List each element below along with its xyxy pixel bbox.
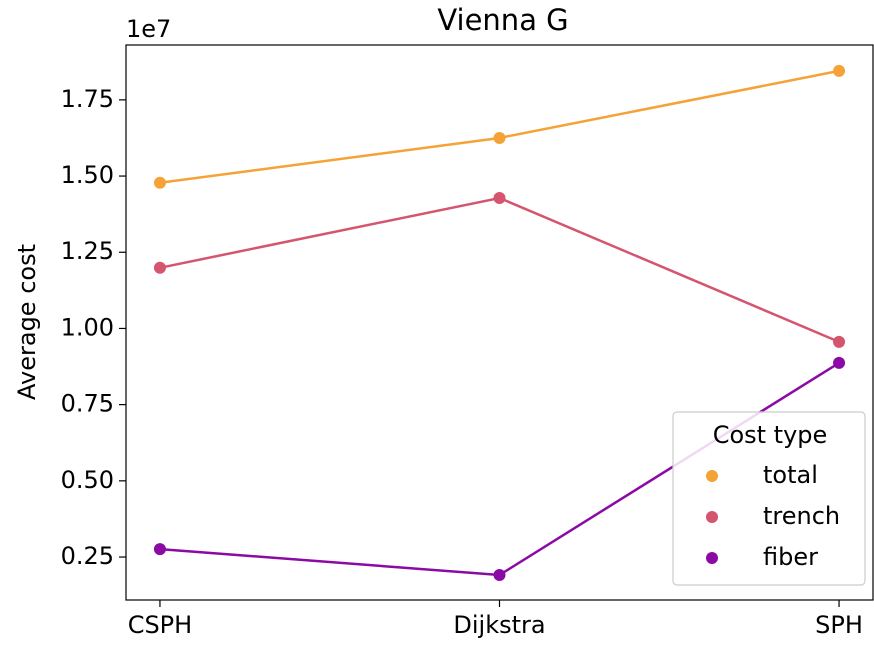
data-point [833,335,846,348]
data-point [153,261,166,274]
y-tick-label: 1.75 [61,85,114,113]
data-point [833,356,846,369]
y-offset-label: 1e7 [126,15,171,43]
y-tick-label: 0.25 [61,542,114,570]
legend-marker [706,511,718,523]
data-point [833,64,846,77]
legend-marker [706,552,718,564]
y-tick-label: 1.25 [61,237,114,265]
y-tick-label: 0.50 [61,466,114,494]
legend-label: trench [763,502,840,530]
legend-box [672,411,866,586]
data-point [153,543,166,556]
y-tick-label: 1.50 [61,161,114,189]
legend-title: Cost type [713,421,828,449]
y-tick-label: 1.00 [61,313,114,341]
data-point [493,191,506,204]
x-tick-label: Dijkstra [453,611,545,639]
chart-title: Vienna G [437,3,568,37]
data-point [493,569,506,582]
legend-marker [706,470,718,482]
y-tick-label: 0.75 [61,390,114,418]
y-axis-label: Average cost [13,244,41,400]
x-tick-label: SPH [815,611,863,639]
data-point [153,176,166,189]
series-line [159,196,840,344]
data-point [493,131,506,144]
series-line [159,69,840,184]
legend-label: total [763,461,818,489]
x-tick-label: CSPH [128,611,193,639]
legend-label: fiber [763,543,818,571]
